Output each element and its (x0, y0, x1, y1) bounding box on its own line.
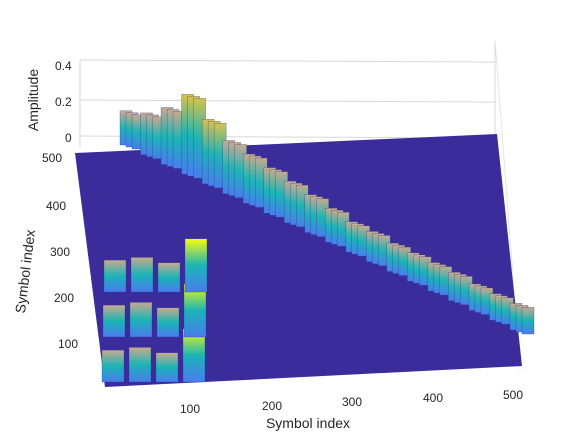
z-axis: 0.4 0.2 0 Amplitude (25, 59, 72, 145)
amplitude-block (155, 352, 179, 383)
amplitude-block (103, 259, 127, 293)
amplitude-block (129, 302, 153, 338)
x-tick-label: 500 (503, 388, 523, 402)
z-tick-label: 0 (65, 131, 72, 145)
x-tick-label: 200 (262, 399, 282, 413)
x-axis: 100 200 300 400 500 Symbol index (180, 388, 523, 431)
amplitude-block (521, 307, 535, 335)
amplitude-block (102, 304, 126, 338)
y-tick-label: 500 (42, 151, 62, 165)
y-tick-label: 400 (46, 199, 66, 213)
x-tick-label: 300 (342, 395, 362, 409)
amplitude-blocks-lower (101, 238, 208, 383)
x-tick-label: 100 (180, 402, 200, 416)
grid-line (79, 99, 496, 103)
amplitude-block (101, 349, 125, 383)
y-tick-label: 300 (50, 245, 70, 259)
y-tick-label: 100 (58, 337, 78, 351)
amplitude-block (130, 257, 154, 293)
y-axis: 500 400 300 200 100 Symbol index (12, 151, 78, 351)
x-tick-label: 400 (423, 391, 443, 405)
y-tick-label: 200 (54, 291, 74, 305)
z-tick-label: 0.2 (55, 95, 72, 109)
amplitude-blocks (119, 94, 535, 335)
x-axis-label: Symbol index (266, 415, 350, 431)
y-axis-label: Symbol index (12, 229, 38, 314)
amplitude-block (157, 262, 181, 293)
amplitude-block (128, 347, 152, 383)
z-tick-label: 0.4 (55, 59, 72, 73)
grid-line (79, 59, 496, 63)
amplitude-block (184, 238, 208, 293)
z-axis-label: Amplitude (25, 69, 41, 131)
amplitude-block (156, 307, 180, 338)
